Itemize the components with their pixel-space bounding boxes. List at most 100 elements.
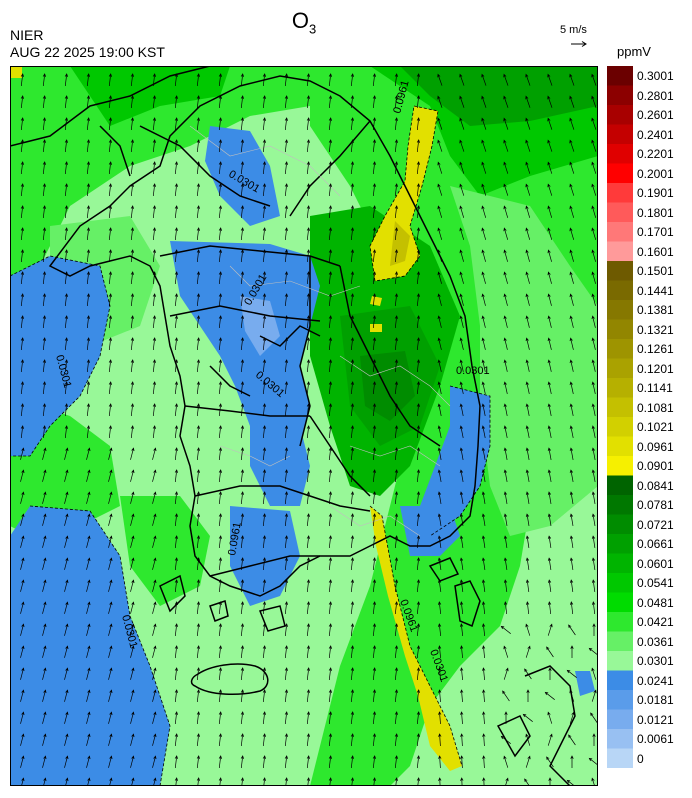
- legend-label: 0.3001: [637, 69, 674, 83]
- wind-arrow-icon: [87, 777, 91, 786]
- legend-swatch: [607, 222, 633, 242]
- wind-arrow-icon: [130, 513, 135, 526]
- wind-arrow-icon: [42, 535, 47, 548]
- wind-arrow-icon: [240, 205, 245, 219]
- wind-arrow-icon: [569, 447, 574, 460]
- wind-arrow-icon: [284, 777, 289, 786]
- wind-arrow-icon: [152, 117, 157, 131]
- legend-swatch: [607, 534, 633, 554]
- wind-arrow-icon: [218, 447, 223, 461]
- legend-swatch: [607, 358, 633, 379]
- wind-arrow-icon: [86, 689, 91, 702]
- wind-arrow-icon: [42, 139, 47, 153]
- wind-arrow-icon: [284, 249, 289, 263]
- wind-arrow-icon: [547, 227, 553, 240]
- wind-arrow-icon: [568, 734, 576, 746]
- wind-arrow-icon: [547, 249, 552, 262]
- wind-arrow-icon: [306, 645, 311, 659]
- wind-arrow-icon: [481, 579, 486, 592]
- wind-arrow-icon: [108, 271, 113, 285]
- wind-arrow-icon: [196, 733, 201, 747]
- wind-arrow-icon: [437, 623, 442, 637]
- wind-arrow-icon: [459, 315, 464, 328]
- wind-arrow-icon: [372, 513, 377, 527]
- wind-arrow-icon: [569, 689, 575, 702]
- wind-arrow-icon: [548, 777, 552, 786]
- wind-arrow-icon: [20, 271, 25, 285]
- wind-arrow-icon: [240, 271, 245, 285]
- legend-swatch: [607, 105, 633, 125]
- wind-arrow-icon: [20, 73, 25, 87]
- wind-arrow-icon: [306, 623, 311, 637]
- wind-arrow-icon: [306, 249, 311, 263]
- wind-arrow-icon: [547, 183, 553, 196]
- wind-arrow-icon: [350, 161, 355, 175]
- wind-arrow-icon: [416, 601, 421, 615]
- wind-arrow-icon: [262, 95, 267, 109]
- legend-swatch: [607, 670, 633, 691]
- wind-arrow-icon: [20, 117, 25, 131]
- wind-arrow-icon: [86, 513, 91, 526]
- wind-arrow-icon: [218, 161, 223, 175]
- wind-arrow-icon: [86, 381, 91, 395]
- wind-arrow-icon: [459, 579, 464, 592]
- wind-arrow-icon: [42, 381, 47, 395]
- wind-arrow-icon: [504, 711, 508, 724]
- wind-arrow-icon: [524, 668, 532, 680]
- wind-arrow-icon: [547, 403, 552, 416]
- wind-arrow-icon: [284, 359, 289, 373]
- wind-arrow-icon: [372, 139, 377, 153]
- wind-arrow-icon: [547, 161, 553, 174]
- wind-arrow-icon: [262, 557, 267, 571]
- wind-arrow-icon: [306, 183, 311, 197]
- wind-arrow-icon: [481, 337, 486, 350]
- wind-arrow-icon: [262, 689, 267, 703]
- wind-arrow-icon: [152, 513, 157, 526]
- legend-label: 0: [637, 751, 644, 766]
- wind-arrow-icon: [459, 425, 464, 438]
- wind-arrow-icon: [108, 183, 113, 197]
- wind-arrow-icon: [481, 139, 487, 152]
- wind-arrow-icon: [372, 381, 377, 395]
- wind-arrow-icon: [174, 139, 179, 153]
- wind-arrow-icon: [196, 381, 201, 395]
- wind-arrow-icon: [240, 117, 245, 131]
- wind-arrow-icon: [86, 557, 91, 570]
- wind-arrow-icon: [394, 161, 399, 175]
- wind-arrow-icon: [174, 667, 179, 681]
- wind-arrow-icon: [416, 777, 421, 786]
- wind-arrow-icon: [394, 183, 399, 197]
- wind-arrow-icon: [284, 73, 289, 87]
- wind-arrow-icon: [525, 601, 530, 615]
- wind-arrow-icon: [547, 359, 552, 372]
- wind-arrow-icon: [86, 601, 91, 614]
- wind-arrow-icon: [86, 733, 91, 746]
- wind-arrow-icon: [350, 535, 355, 549]
- legend-label: 0.0241: [637, 673, 674, 688]
- wind-arrow-icon: [20, 403, 25, 417]
- wind-arrow-icon: [546, 756, 554, 768]
- wind-arrow-icon: [350, 513, 355, 527]
- wind-arrow-icon: [394, 447, 399, 461]
- wind-arrow-icon: [196, 359, 201, 373]
- wind-arrow-icon: [482, 777, 486, 786]
- wind-arrow-icon: [328, 381, 333, 395]
- wind-arrow-icon: [86, 755, 91, 768]
- wind-arrow-icon: [196, 73, 201, 87]
- wind-arrow-icon: [262, 381, 267, 395]
- wind-arrow-icon: [196, 425, 201, 439]
- wind-arrow-icon: [306, 447, 311, 461]
- wind-arrow-icon: [328, 249, 333, 263]
- wind-arrow-icon: [481, 183, 487, 196]
- wind-arrow-icon: [481, 601, 486, 615]
- wind-arrow-icon: [525, 755, 531, 768]
- legend-unit: ppmV: [617, 44, 651, 59]
- wind-arrow-icon: [130, 623, 135, 636]
- wind-arrow-icon: [218, 491, 223, 505]
- wind-arrow-icon: [130, 337, 135, 351]
- wind-arrow-icon: [174, 95, 179, 109]
- wind-arrow-icon: [503, 183, 509, 196]
- legend-swatch: [607, 729, 633, 749]
- wind-arrow-icon: [262, 755, 267, 769]
- wind-arrow-icon: [152, 469, 157, 482]
